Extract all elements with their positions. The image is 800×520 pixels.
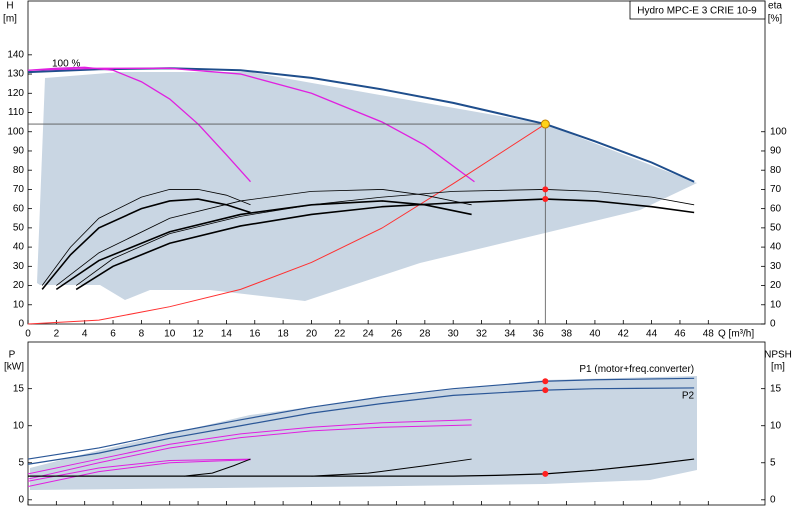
y-tick-label: 70 <box>13 184 25 195</box>
marker <box>542 186 549 193</box>
x-tick-label: 12 <box>193 329 205 340</box>
y-tick-label: 140 <box>7 49 24 60</box>
curve <box>27 67 475 183</box>
curve <box>27 458 251 482</box>
y-tick-label: 0 <box>18 494 24 505</box>
x-tick-label: 26 <box>391 329 403 340</box>
x-tick-label: 42 <box>618 329 630 340</box>
x-tick-label: 24 <box>363 329 375 340</box>
x-tick-label: 36 <box>533 329 545 340</box>
chart-title: Hydro MPC-E 3 CRIE 10-9 <box>637 6 757 17</box>
y-tick-label: 10 <box>13 299 25 310</box>
x-tick-label: 18 <box>278 329 290 340</box>
x-tick-label: 14 <box>221 329 233 340</box>
curve <box>41 189 251 286</box>
y-tick-label: 100 <box>7 126 24 137</box>
x-tick-label: 20 <box>306 329 318 340</box>
x-tick-label: 44 <box>646 329 658 340</box>
y-label: P <box>9 350 16 361</box>
curve <box>27 419 472 475</box>
y-tick-label: 15 <box>13 383 25 394</box>
y2-tick-label: 0 <box>770 319 776 330</box>
y-tick-label: 10 <box>13 420 25 431</box>
x-tick-label: 0 <box>25 329 31 340</box>
x-tick-label: 16 <box>249 329 261 340</box>
y-tick-label: 40 <box>13 242 25 253</box>
y-tick-label: 20 <box>13 280 25 291</box>
y-tick-label: 60 <box>13 203 25 214</box>
y-tick-label: 80 <box>13 165 25 176</box>
y2-label: NPSH <box>764 350 792 361</box>
annotation: 100 % <box>52 59 80 70</box>
x-tick-label: 32 <box>476 329 488 340</box>
curve <box>27 66 252 183</box>
title-box <box>629 0 766 20</box>
x-tick-label: 8 <box>139 329 145 340</box>
curve <box>41 198 251 290</box>
curve <box>27 123 546 325</box>
x-tick-label: 2 <box>54 329 60 340</box>
marker <box>542 387 549 394</box>
y2-label: eta <box>768 1 782 12</box>
y-label: H <box>6 1 13 12</box>
curve <box>56 189 472 286</box>
x-tick-label: 48 <box>703 329 715 340</box>
marker <box>542 196 549 203</box>
x-tick-label: 10 <box>164 329 176 340</box>
y-tick-label: 30 <box>13 261 25 272</box>
y-tick-label: 110 <box>8 107 24 118</box>
y-tick-label: 50 <box>13 223 25 234</box>
y-tick-label: 130 <box>7 69 24 80</box>
y-tick-label: 120 <box>7 88 24 99</box>
y-tick-label: 0 <box>18 319 24 330</box>
y-tick-label: 90 <box>13 146 25 157</box>
y2-tick-label: 15 <box>770 383 782 394</box>
curve <box>27 377 695 460</box>
x-tick-label: 4 <box>82 329 88 340</box>
series-label: P1 (motor+freq.converter) <box>579 364 694 375</box>
y2-tick-label: 0 <box>770 494 776 505</box>
curve <box>183 458 251 477</box>
marker <box>540 119 550 129</box>
y-tick-label: 5 <box>18 457 24 468</box>
curve <box>55 200 472 291</box>
y2-tick-label: 100 <box>770 126 787 137</box>
x-label: Q [m³/h] <box>718 329 754 340</box>
y2-unit: [m] <box>771 362 785 373</box>
curve <box>75 198 695 291</box>
y2-tick-label: 5 <box>770 457 776 468</box>
y2-tick-label: 90 <box>770 146 782 157</box>
x-tick-label: 6 <box>110 329 116 340</box>
marker <box>542 378 549 385</box>
curve <box>27 424 472 480</box>
y2-tick-label: 70 <box>770 184 782 195</box>
curve <box>75 189 695 286</box>
y2-tick-label: 30 <box>770 261 782 272</box>
y2-tick-label: 50 <box>770 223 782 234</box>
x-tick-label: 40 <box>589 329 601 340</box>
y2-tick-label: 10 <box>770 420 782 431</box>
y2-tick-label: 10 <box>770 299 782 310</box>
y2-unit: [%] <box>768 14 783 25</box>
series-label: P2 <box>682 391 695 402</box>
y2-tick-label: 60 <box>770 203 782 214</box>
x-tick-label: 28 <box>419 329 431 340</box>
curve <box>28 458 695 477</box>
x-tick-label: 22 <box>334 329 346 340</box>
x-tick-label: 38 <box>561 329 573 340</box>
curve <box>27 459 251 487</box>
curve <box>311 458 472 477</box>
y-unit: [kW] <box>4 362 24 373</box>
marker <box>542 470 549 477</box>
y2-tick-label: 40 <box>770 242 782 253</box>
x-tick-label: 46 <box>674 329 686 340</box>
y-unit: [m] <box>3 14 17 25</box>
operating-range <box>37 72 697 301</box>
y2-tick-label: 80 <box>770 165 782 176</box>
x-tick-label: 30 <box>448 329 460 340</box>
y2-tick-label: 20 <box>770 280 782 291</box>
curve <box>27 387 695 465</box>
x-tick-label: 34 <box>504 329 516 340</box>
